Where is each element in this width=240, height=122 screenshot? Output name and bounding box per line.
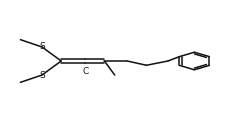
- Text: C: C: [82, 67, 88, 76]
- Text: S: S: [39, 71, 45, 80]
- Text: S: S: [39, 42, 45, 51]
